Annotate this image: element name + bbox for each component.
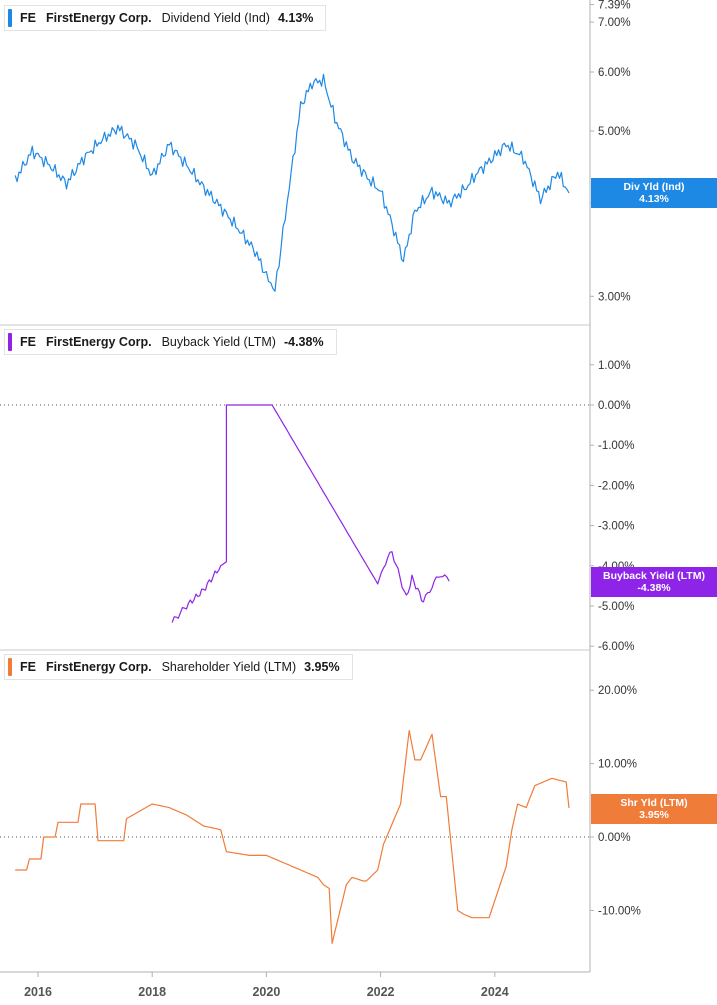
y-tick-label: 20.00% — [598, 685, 637, 697]
shareholder-yield-metric: Shareholder Yield (LTM) — [161, 660, 297, 674]
buyback-yield-legend[interactable]: FE FirstEnergy Corp. Buyback Yield (LTM)… — [4, 329, 337, 355]
y-tick-label: 5.00% — [598, 126, 631, 138]
series-line-1 — [171, 404, 450, 623]
dividend-yield-tag: Div Yld (Ind) 4.13% — [591, 178, 717, 208]
dividend-yield-ticker: FE — [20, 11, 36, 25]
dividend-yield-tag-value: 4.13% — [639, 193, 669, 205]
dividend-yield-legend[interactable]: FE FirstEnergy Corp. Dividend Yield (Ind… — [4, 5, 327, 31]
buyback-yield-value: -4.38% — [283, 335, 324, 349]
shareholder-yield-company: FirstEnergy Corp. — [45, 660, 152, 674]
dividend-yield-metric: Dividend Yield (Ind) — [161, 11, 270, 25]
dividend-yield-company: FirstEnergy Corp. — [45, 11, 152, 25]
dividend-yield-swatch — [8, 9, 12, 27]
buyback-yield-tag-value: -4.38% — [637, 582, 671, 594]
y-tick-label: 0.00% — [598, 832, 631, 844]
shareholder-yield-tag: Shr Yld (LTM) 3.95% — [591, 794, 717, 824]
shareholder-yield-legend[interactable]: FE FirstEnergy Corp. Shareholder Yield (… — [4, 654, 353, 680]
buyback-yield-metric: Buyback Yield (LTM) — [161, 335, 276, 349]
y-tick-label: 7.00% — [598, 17, 631, 29]
y-tick-label: 1.00% — [598, 360, 631, 372]
x-tick-label: 2024 — [481, 985, 509, 999]
series-line-0 — [14, 73, 570, 292]
y-tick-label: 7.39% — [598, 0, 631, 12]
x-tick-label: 2016 — [24, 985, 52, 999]
buyback-yield-swatch — [8, 333, 12, 351]
y-tick-label: -2.00% — [598, 480, 634, 492]
buyback-yield-tag: Buyback Yield (LTM) -4.38% — [591, 567, 717, 597]
y-tick-label: -6.00% — [598, 641, 634, 653]
buyback-yield-company: FirstEnergy Corp. — [45, 335, 152, 349]
x-tick-label: 2020 — [252, 985, 280, 999]
dividend-yield-value: 4.13% — [277, 11, 314, 25]
buyback-yield-tag-label: Buyback Yield (LTM) — [603, 570, 705, 582]
y-tick-label: -10.00% — [598, 905, 641, 917]
y-tick-label: -1.00% — [598, 440, 634, 452]
series-line-2 — [15, 730, 570, 944]
y-tick-label: -3.00% — [598, 521, 634, 533]
shareholder-yield-swatch — [8, 658, 12, 676]
y-tick-label: -5.00% — [598, 601, 634, 613]
dividend-yield-tag-label: Div Yld (Ind) — [623, 181, 685, 193]
shareholder-yield-ticker: FE — [20, 660, 36, 674]
y-tick-label: 10.00% — [598, 759, 637, 771]
y-tick-label: 0.00% — [598, 400, 631, 412]
y-tick-label: 6.00% — [598, 67, 631, 79]
shareholder-yield-tag-value: 3.95% — [639, 809, 669, 821]
buyback-yield-ticker: FE — [20, 335, 36, 349]
x-tick-label: 2018 — [138, 985, 166, 999]
x-tick-label: 2022 — [367, 985, 395, 999]
shareholder-yield-tag-label: Shr Yld (LTM) — [620, 797, 688, 809]
y-tick-label: 3.00% — [598, 291, 631, 303]
shareholder-yield-value: 3.95% — [304, 660, 340, 674]
